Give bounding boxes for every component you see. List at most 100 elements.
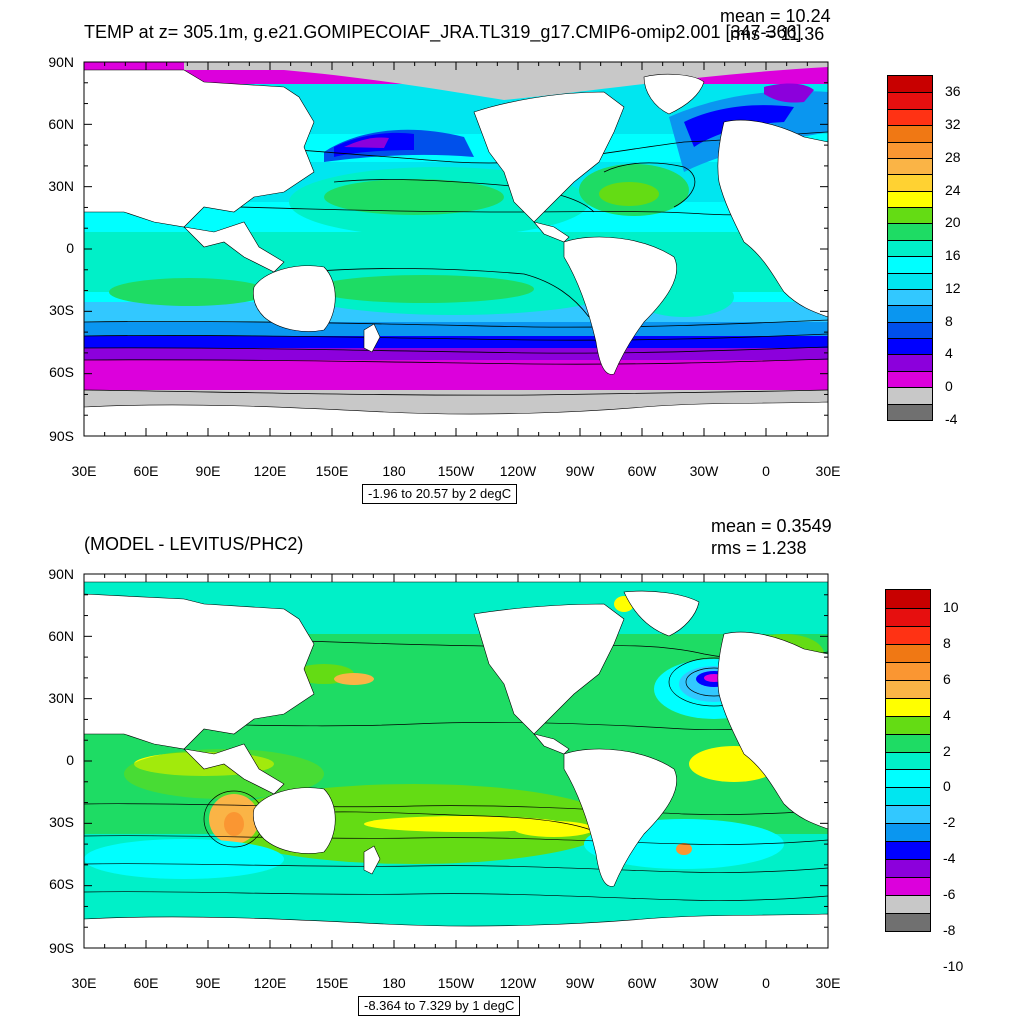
bottom-colorbar-label: -10 xyxy=(943,957,964,974)
bottom-lon-label: 60W xyxy=(627,975,657,991)
top-colorbar-swatch xyxy=(888,387,932,404)
bottom-lon-label: 150W xyxy=(437,975,475,991)
top-colorbar-label: 36 xyxy=(945,83,961,100)
top-colorbar-swatch xyxy=(888,272,932,289)
bottom-colorbar-swatch xyxy=(886,913,930,931)
bottom-colorbar-label: -8 xyxy=(943,922,956,938)
top-lon-label: 30E xyxy=(71,463,97,479)
top-lon-label: 120W xyxy=(499,463,537,479)
bottom-lat-label-60n: 60N xyxy=(48,628,74,644)
bottom-map-panel: mean = 0.3549 rms = 1.238 (MODEL - LEVIT… xyxy=(0,512,1024,1024)
top-colorbar-swatch xyxy=(888,305,932,322)
top-colorbar-label: 24 xyxy=(945,181,961,198)
bottom-lat-label-30s: 30S xyxy=(49,814,74,830)
bottom-colorbar-label: 10 xyxy=(943,598,959,615)
bottom-colorbar-label: 6 xyxy=(943,670,951,687)
bottom-map-plot xyxy=(83,573,829,949)
top-lon-label: 150E xyxy=(315,463,349,479)
top-lat-label-eq: 0 xyxy=(66,240,74,256)
bottom-lat-label-eq: 0 xyxy=(66,752,74,768)
top-colorbar-swatch xyxy=(888,223,932,240)
top-lon-label: 0 xyxy=(762,463,770,479)
bottom-colorbar xyxy=(885,589,931,932)
bottom-ocean-field xyxy=(84,574,828,948)
bottom-colorbar-swatch xyxy=(886,787,930,806)
top-map-title: TEMP at z= 305.1m, g.e21.GOMIPECOIAF_JRA… xyxy=(84,22,802,42)
bottom-lat-label-90n: 90N xyxy=(48,566,74,582)
top-colorbar-swatch xyxy=(888,141,932,158)
top-axis-ticks xyxy=(83,61,829,437)
top-colorbar-swatch xyxy=(888,370,932,388)
bottom-colorbar-swatch xyxy=(886,661,930,680)
top-lon-label: 30E xyxy=(815,463,841,479)
bottom-colorbar-swatch xyxy=(886,877,930,896)
top-colorbar-label: 32 xyxy=(945,116,961,133)
bottom-contour-info: -8.364 to 7.329 by 1 degC xyxy=(358,996,521,1016)
bottom-lat-label-90s: 90S xyxy=(49,940,74,956)
bottom-lon-label: 120E xyxy=(253,975,287,991)
bottom-colorbar-swatch xyxy=(886,733,930,752)
top-lon-label: 120E xyxy=(253,463,287,479)
bottom-colorbar-swatch xyxy=(886,607,930,626)
bottom-axis-ticks xyxy=(83,573,829,949)
bottom-colorbar-swatch xyxy=(886,751,930,770)
bottom-colorbar-label: 2 xyxy=(943,742,951,759)
bottom-lon-label: 180 xyxy=(382,975,406,991)
bottom-rms-label: rms = 1.238 xyxy=(711,538,807,558)
bottom-colorbar-swatch xyxy=(886,715,930,734)
top-lat-label-60n: 60N xyxy=(48,116,74,132)
top-colorbar-swatch xyxy=(888,190,932,208)
bottom-colorbar-label: 0 xyxy=(943,778,951,795)
bottom-colorbar-swatch xyxy=(886,859,930,878)
bottom-lon-label: 30E xyxy=(71,975,97,991)
top-colorbar-swatch xyxy=(888,76,932,93)
bottom-lon-label: 120W xyxy=(499,975,537,991)
bottom-mean-label: mean = 0.3549 xyxy=(711,516,832,536)
bottom-lon-label: 60E xyxy=(133,975,159,991)
top-colorbar-swatch xyxy=(888,174,932,191)
bottom-colorbar-swatch xyxy=(886,643,930,662)
top-rms-label: rms = 11.36 xyxy=(730,24,825,44)
top-colorbar-label: 4 xyxy=(945,345,953,362)
top-map-panel: mean = 10.24 rms = 11.36 TEMP at z= 305.… xyxy=(48,6,961,504)
bottom-map-title: (MODEL - LEVITUS/PHC2) xyxy=(84,534,304,554)
bottom-colorbar-label: -4 xyxy=(943,850,956,867)
top-colorbar-label: 8 xyxy=(945,312,953,329)
top-colorbar-swatch xyxy=(888,157,932,175)
top-colorbar-swatch xyxy=(888,321,932,339)
top-colorbar-label: -4 xyxy=(945,411,958,427)
bottom-colorbar-label: 4 xyxy=(943,706,951,723)
bottom-colorbar-swatch xyxy=(886,823,930,842)
bottom-lat-label-60s: 60S xyxy=(49,876,74,892)
top-cold-north xyxy=(324,83,828,172)
top-lat-label-30n: 30N xyxy=(48,178,74,194)
bottom-colorbar-swatch xyxy=(886,679,930,698)
top-lat-label-30s: 30S xyxy=(49,302,74,318)
top-colorbar-swatch xyxy=(888,403,932,420)
bottom-lon-label: 90W xyxy=(565,975,595,991)
bottom-colorbar-label: -2 xyxy=(943,814,956,831)
top-lat-label-90n: 90N xyxy=(48,54,74,70)
top-colorbar-label: 16 xyxy=(945,247,961,264)
top-colorbar-swatch xyxy=(888,125,932,142)
bottom-colorbar-label: 8 xyxy=(943,634,951,651)
top-lon-label: 60E xyxy=(133,463,159,479)
top-lon-label: 150W xyxy=(437,463,475,479)
bottom-colorbar-swatch xyxy=(886,769,930,788)
top-lat-label-60s: 60S xyxy=(49,364,74,380)
top-lat-label-90s: 90S xyxy=(49,428,74,444)
bottom-lat-label-30n: 30N xyxy=(48,690,74,706)
top-colorbar-label: 0 xyxy=(945,378,953,395)
top-lon-label: 90W xyxy=(565,463,595,479)
top-colorbar-swatch xyxy=(888,108,932,126)
top-colorbar-swatch xyxy=(888,288,932,306)
bottom-lon-label: 30W xyxy=(689,975,719,991)
top-lon-label: 30W xyxy=(689,463,719,479)
bottom-lon-label: 90E xyxy=(195,975,221,991)
bottom-lon-label: 150E xyxy=(315,975,349,991)
bottom-lon-label: 30E xyxy=(815,975,841,991)
top-colorbar-label: 28 xyxy=(945,148,961,165)
top-colorbar-swatch xyxy=(888,354,932,371)
top-colorbar-swatch xyxy=(888,239,932,257)
bottom-colorbar-swatch xyxy=(886,697,930,716)
